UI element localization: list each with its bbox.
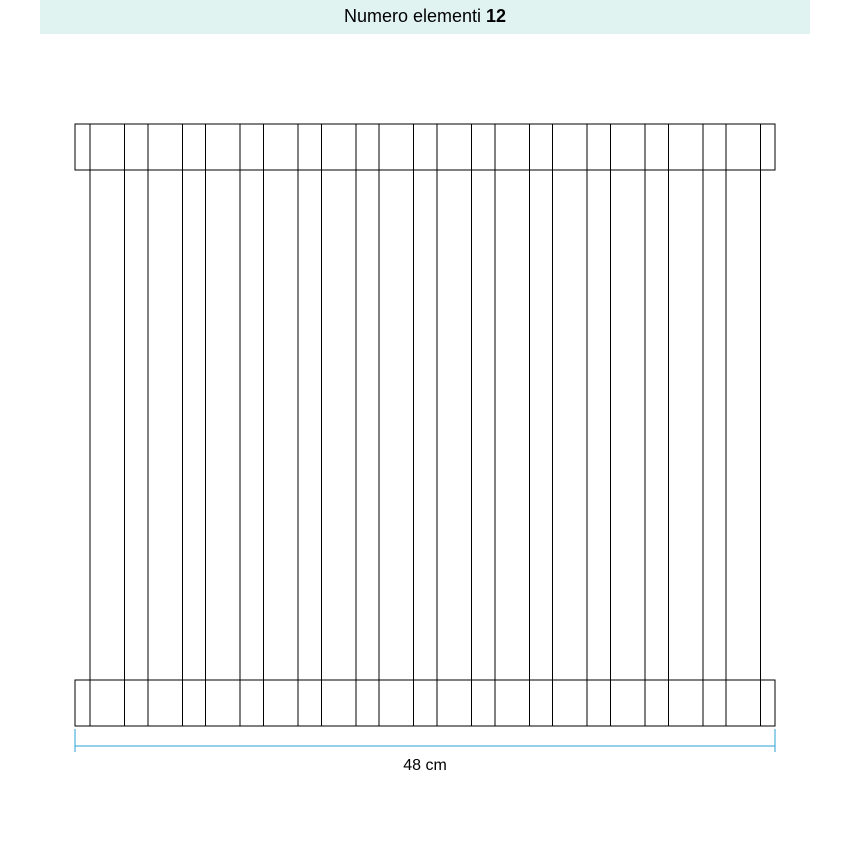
radiator-diagram: 48 cm bbox=[0, 34, 850, 850]
width-dimension-label: 48 cm bbox=[403, 757, 447, 774]
header-label: Numero elementi bbox=[344, 6, 486, 26]
header-bar: Numero elementi 12 bbox=[40, 0, 810, 34]
header-value: 12 bbox=[486, 6, 506, 26]
